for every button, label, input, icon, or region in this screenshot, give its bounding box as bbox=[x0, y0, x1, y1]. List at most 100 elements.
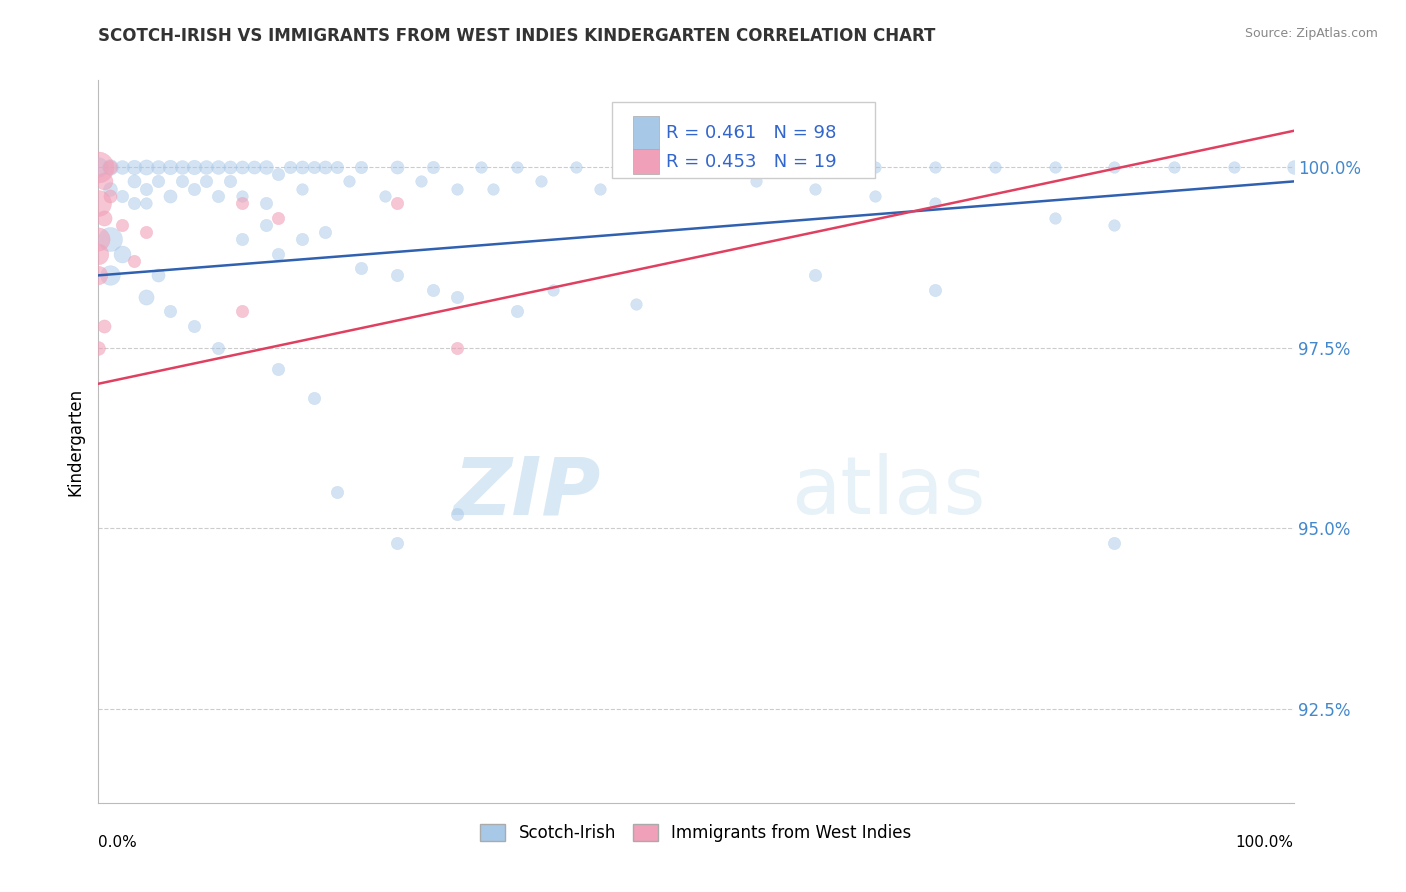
Point bbox=[159, 304, 181, 318]
Point bbox=[231, 232, 253, 246]
Point bbox=[231, 304, 253, 318]
Point bbox=[326, 485, 349, 500]
Point bbox=[1104, 535, 1126, 549]
Point bbox=[87, 268, 110, 283]
Point bbox=[124, 196, 146, 211]
Point bbox=[350, 261, 373, 276]
Point bbox=[87, 246, 110, 260]
Point bbox=[804, 182, 827, 196]
Point bbox=[924, 160, 946, 174]
FancyBboxPatch shape bbox=[633, 116, 659, 149]
Point bbox=[315, 225, 337, 239]
Point bbox=[1104, 218, 1126, 232]
Point bbox=[1223, 160, 1246, 174]
Point bbox=[506, 160, 529, 174]
Point bbox=[93, 211, 115, 225]
Y-axis label: Kindergarten: Kindergarten bbox=[66, 387, 84, 496]
Point bbox=[159, 160, 181, 174]
Point bbox=[219, 160, 242, 174]
Point bbox=[98, 160, 122, 174]
Point bbox=[124, 160, 146, 174]
Point bbox=[267, 246, 290, 260]
Point bbox=[111, 218, 134, 232]
Point bbox=[385, 268, 409, 283]
Text: R = 0.453   N = 19: R = 0.453 N = 19 bbox=[666, 153, 837, 171]
Point bbox=[148, 174, 170, 188]
Point bbox=[98, 182, 122, 196]
Point bbox=[172, 160, 194, 174]
Point bbox=[254, 196, 277, 211]
Point bbox=[1043, 211, 1066, 225]
Point bbox=[278, 160, 301, 174]
Point bbox=[385, 535, 409, 549]
Point bbox=[243, 160, 266, 174]
Point bbox=[385, 160, 409, 174]
Point bbox=[589, 182, 612, 196]
Point bbox=[267, 211, 290, 225]
Point bbox=[481, 182, 505, 196]
Point bbox=[98, 189, 122, 203]
Point bbox=[98, 268, 122, 283]
Point bbox=[159, 189, 181, 203]
Point bbox=[135, 290, 157, 304]
Point bbox=[745, 174, 768, 188]
Text: 0.0%: 0.0% bbox=[98, 835, 138, 850]
Point bbox=[98, 232, 122, 246]
Point bbox=[183, 182, 205, 196]
Point bbox=[865, 189, 887, 203]
Point bbox=[1104, 160, 1126, 174]
Point bbox=[267, 167, 290, 181]
Point bbox=[302, 391, 325, 405]
Point bbox=[565, 160, 588, 174]
Text: R = 0.461   N = 98: R = 0.461 N = 98 bbox=[666, 124, 837, 142]
Text: ZIP: ZIP bbox=[453, 453, 600, 531]
Point bbox=[446, 507, 468, 521]
Point bbox=[135, 182, 157, 196]
Point bbox=[124, 254, 146, 268]
Point bbox=[302, 160, 325, 174]
Point bbox=[135, 196, 157, 211]
Point bbox=[924, 283, 946, 297]
Point bbox=[135, 160, 157, 174]
Point bbox=[385, 196, 409, 211]
Point bbox=[506, 304, 529, 318]
Point bbox=[350, 160, 373, 174]
Point bbox=[541, 283, 564, 297]
Point bbox=[207, 189, 229, 203]
Point bbox=[530, 174, 553, 188]
Point bbox=[231, 196, 253, 211]
Point bbox=[183, 160, 205, 174]
Point bbox=[446, 341, 468, 355]
Point bbox=[865, 160, 887, 174]
Point bbox=[626, 297, 648, 311]
Point bbox=[291, 232, 314, 246]
Point bbox=[1163, 160, 1185, 174]
Point bbox=[422, 283, 444, 297]
Point bbox=[446, 290, 468, 304]
Text: 100.0%: 100.0% bbox=[1236, 835, 1294, 850]
Point bbox=[254, 160, 277, 174]
Point bbox=[219, 174, 242, 188]
Point bbox=[231, 160, 253, 174]
Text: Source: ZipAtlas.com: Source: ZipAtlas.com bbox=[1244, 27, 1378, 40]
FancyBboxPatch shape bbox=[613, 102, 876, 178]
Point bbox=[685, 160, 707, 174]
Point bbox=[374, 189, 396, 203]
Point bbox=[804, 160, 827, 174]
Point bbox=[87, 341, 110, 355]
Point bbox=[745, 160, 768, 174]
Point bbox=[98, 160, 122, 174]
Point bbox=[207, 341, 229, 355]
Point bbox=[87, 160, 110, 174]
Point bbox=[195, 160, 218, 174]
Point bbox=[124, 174, 146, 188]
Text: atlas: atlas bbox=[792, 453, 986, 531]
Point bbox=[267, 362, 290, 376]
Point bbox=[93, 318, 115, 333]
Point bbox=[315, 160, 337, 174]
Point bbox=[87, 232, 110, 246]
Point bbox=[984, 160, 1007, 174]
Point bbox=[231, 189, 253, 203]
Point bbox=[135, 225, 157, 239]
Point bbox=[411, 174, 433, 188]
